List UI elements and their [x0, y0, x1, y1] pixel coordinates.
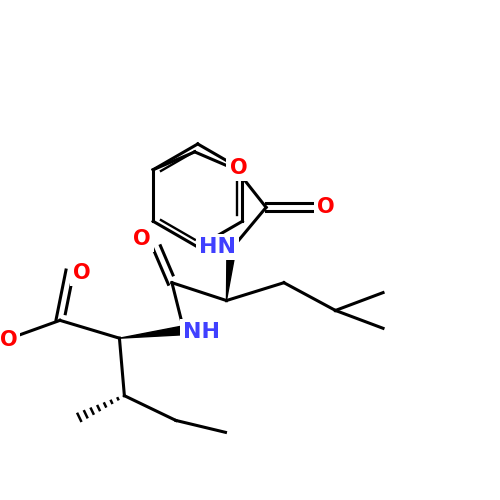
- Text: O: O: [316, 198, 334, 218]
- Text: NH: NH: [183, 322, 220, 342]
- Polygon shape: [226, 248, 236, 300]
- Text: O: O: [316, 198, 334, 218]
- Text: HN: HN: [199, 237, 236, 257]
- Text: O: O: [73, 263, 90, 283]
- Text: O: O: [134, 229, 151, 249]
- Text: HN: HN: [199, 237, 236, 257]
- Text: O: O: [0, 330, 18, 350]
- Text: O: O: [0, 330, 18, 350]
- Polygon shape: [120, 326, 184, 338]
- Text: O: O: [73, 263, 90, 283]
- Text: O: O: [230, 158, 247, 178]
- Text: NH: NH: [183, 322, 220, 342]
- Text: O: O: [134, 229, 151, 249]
- Text: O: O: [230, 158, 247, 178]
